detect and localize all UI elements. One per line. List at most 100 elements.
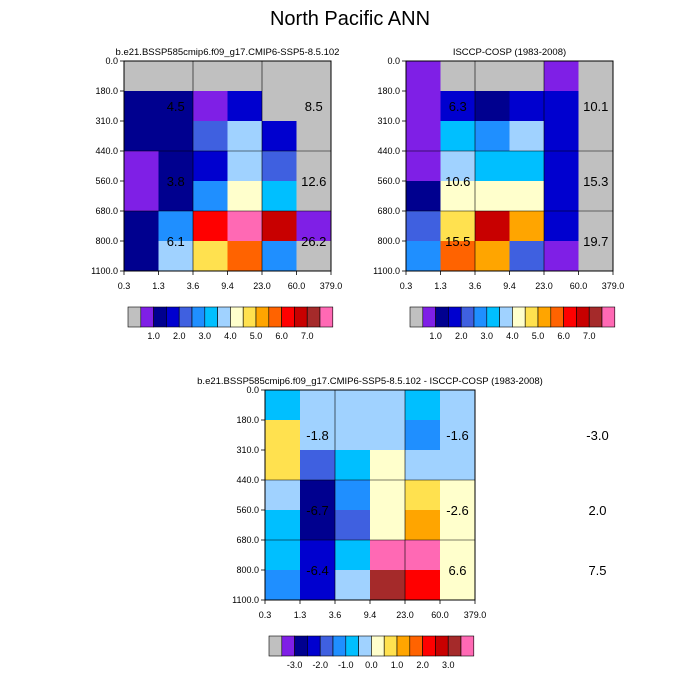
x-tick-label: 379.0 [464,610,487,620]
x-tick-label: 379.0 [602,281,625,291]
x-tick-label: 23.0 [396,610,414,620]
heatmap-cell [193,151,228,182]
heatmap-cell [262,151,297,182]
heatmap-cell [296,211,332,242]
heatmap-cell [296,91,332,122]
heatmap-cell [475,241,510,272]
heatmap-cell [578,121,614,152]
heatmap-cell [405,540,441,571]
colorbar-label: 7.0 [583,331,596,341]
colorbar-swatch [409,635,423,657]
heatmap-cell [370,570,406,601]
cell-value-label: 15.5 [445,234,470,249]
y-tick-label: 680.0 [377,206,400,216]
x-tick-label: 1.3 [434,281,447,291]
heatmap-cell [262,241,297,272]
heatmap-cell [406,151,441,182]
colorbar-label: -3.0 [287,660,303,670]
panel-title: b.e21.BSSP585cmip6.f09_g17.CMIP6-SSP5-8.… [116,47,340,58]
colorbar-label: 4.0 [224,331,237,341]
y-tick-label: 800.0 [95,236,118,246]
y-tick-label: 800.0 [377,236,400,246]
colorbar-swatch [204,306,218,328]
y-tick-label: 180.0 [95,86,118,96]
heatmap-cell [370,420,406,451]
x-tick-label: 60.0 [570,281,588,291]
heatmap-cell [335,540,371,571]
heatmap-cell [440,211,476,242]
colorbar-swatch [281,635,295,657]
heatmap-cell [296,121,332,152]
colorbar-label: 3.0 [442,660,455,670]
heatmap-cell [262,91,297,122]
x-tick-label: 23.0 [253,281,271,291]
colorbar-label: 1.0 [391,660,404,670]
heatmap-cell [296,61,332,92]
y-tick-label: 0.0 [246,385,259,395]
heatmap-cell [578,61,614,92]
heatmap-cell [370,540,406,571]
heatmap-cell [405,570,441,601]
heatmap-cell [405,420,441,451]
heatmap-cell [509,61,545,92]
colorbar-swatch [383,635,398,657]
heatmap-cell [193,91,228,122]
x-tick-label: 9.4 [364,610,377,620]
x-tick-label: 1.3 [152,281,165,291]
heatmap-cell [124,121,159,152]
heatmap-cell [300,510,336,541]
heatmap-cell [475,181,510,212]
heatmap-cell [509,91,545,122]
heatmap-cell [578,181,614,212]
colorbar-swatch [499,306,513,328]
heatmap-cell [440,570,476,601]
heatmap-cell [509,121,545,152]
heatmap-cell [262,121,297,152]
colorbar-label: 3.0 [481,331,494,341]
cell-value-label: 26.2 [301,234,326,249]
heatmap-cell [227,61,263,92]
panel-difference: b.e21.BSSP585cmip6.f09_g17.CMIP6-SSP5-8.… [197,376,609,670]
colorbar-swatch [140,306,154,328]
colorbar-swatch [255,306,270,328]
heatmap-cell [509,211,545,242]
page-title: North Pacific ANN [269,8,431,30]
heatmap-cell [124,211,159,242]
heatmap-cell [124,151,159,182]
colorbar-swatch [242,306,257,328]
colorbar-label: 6.0 [557,331,570,341]
heatmap-cell [544,91,579,122]
heatmap-cell [405,510,441,541]
heatmap-cell [262,61,297,92]
y-tick-label: 1100.0 [373,266,400,276]
y-tick-label: 560.0 [377,176,400,186]
heatmap-cell [509,151,545,182]
heatmap-cell [406,91,441,122]
colorbar-swatch [166,306,180,328]
colorbar-swatch [307,635,321,657]
y-tick-label: 180.0 [236,415,259,425]
colorbar-swatch [396,635,411,657]
cell-value-label: 2.0 [588,503,606,518]
colorbar-swatch [345,635,359,657]
y-tick-label: 180.0 [377,86,400,96]
cell-value-label: 6.6 [448,563,466,578]
colorbar-label: 5.0 [250,331,263,341]
heatmap-cell [544,61,579,92]
colorbar-label: 6.0 [275,331,288,341]
y-tick-label: 680.0 [95,206,118,216]
heatmap-cell [124,241,159,272]
y-tick-label: 0.0 [105,56,118,66]
heatmap-cell [193,211,228,242]
heatmap-cell [158,121,194,152]
cell-value-label: 3.8 [167,174,185,189]
cell-value-label: -1.8 [306,428,328,443]
colorbar-label: 2.0 [416,660,429,670]
colorbar-swatch [486,306,500,328]
colorbar-label: -2.0 [312,660,328,670]
y-tick-label: 440.0 [377,146,400,156]
x-tick-label: 0.3 [400,281,413,291]
heatmap-cell [405,450,441,481]
heatmap-cell [300,390,336,421]
x-tick-label: 60.0 [288,281,306,291]
